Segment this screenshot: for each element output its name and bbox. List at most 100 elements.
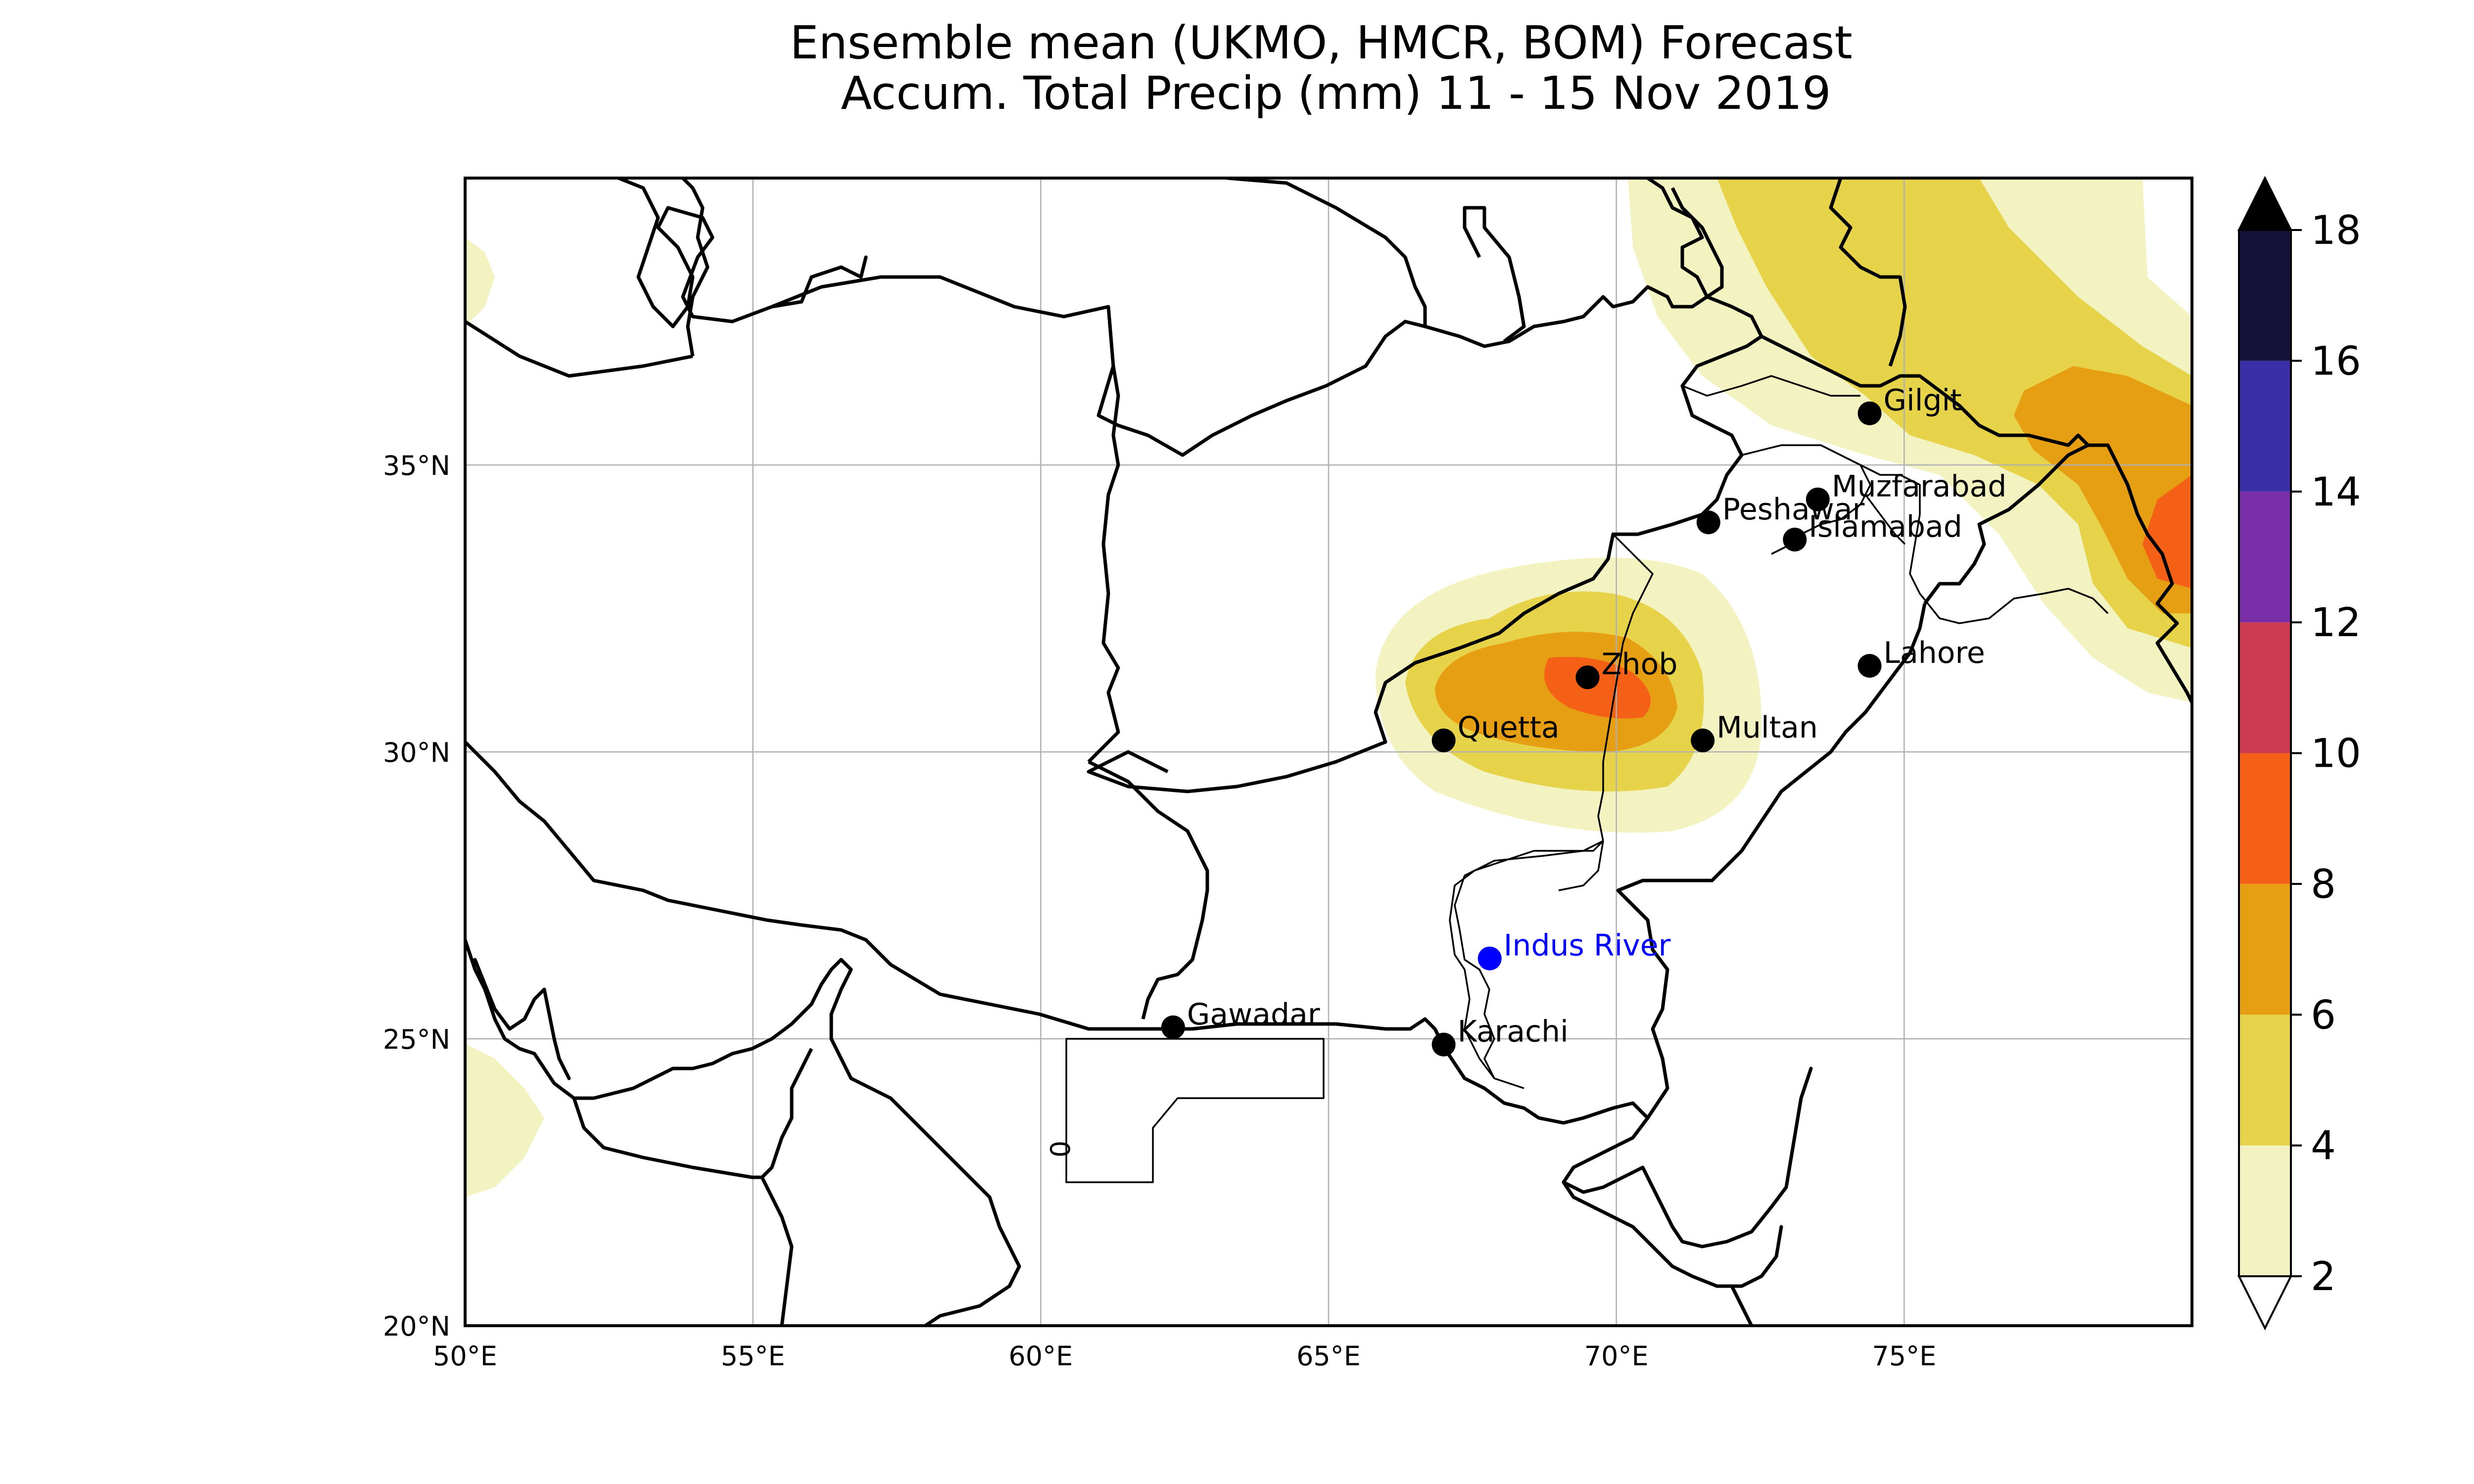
lon-tick-label: 65°E (1296, 1341, 1361, 1372)
precip-west-north (465, 237, 495, 326)
uae-coast (473, 958, 571, 1080)
city-dot (1857, 654, 1882, 678)
title-line-2: Accum. Total Precip (mm) 11 - 15 Nov 201… (841, 67, 1831, 120)
title-line-1: Ensemble mean (UKMO, HMCR, BOM) Forecast (790, 16, 1852, 69)
city-marker: Karachi (1431, 1015, 1569, 1057)
afg-pak-border (1087, 295, 1763, 793)
contour-annotation: 0 (1045, 1141, 1076, 1158)
city-dot (1431, 1032, 1456, 1057)
city-label: Indus River (1504, 928, 1671, 963)
gujarat-coast (1562, 1180, 1783, 1326)
city-label: Peshawar (1722, 492, 1865, 527)
colorbar-tick-label: 4 (2311, 1123, 2336, 1169)
gridlines (465, 178, 2192, 1326)
city-dot (1696, 510, 1720, 534)
wakhan-border (1670, 187, 1724, 298)
city-label: Gilgit (1884, 383, 1962, 418)
precip-ne-8to10 (2142, 475, 2192, 589)
city-dot (1857, 401, 1882, 425)
city-marker: Muzfarabad (1806, 469, 2007, 511)
colorbar-segment (2239, 491, 2291, 623)
colorbar-segment (2239, 753, 2291, 884)
iran-afg-border (1087, 366, 1120, 763)
iran-gulf-coast (465, 740, 1447, 1051)
city-label: Gawadar (1187, 997, 1320, 1032)
lon-tick-label: 55°E (721, 1341, 785, 1372)
china-north (1829, 178, 1907, 367)
map-frame (464, 177, 2193, 1327)
city-marker: Islamabad (1783, 510, 1962, 552)
tkm-border (681, 178, 710, 357)
map-area (465, 178, 2192, 1326)
city-marker: Indus River (1477, 928, 1671, 971)
lon-tick-label: 70°E (1584, 1341, 1649, 1372)
lon-tick-label: 50°E (433, 1341, 497, 1372)
precip-west-south (465, 1044, 544, 1197)
uzb-tjk-border (1425, 178, 1709, 348)
colorbar-tick-label: 18 (2311, 207, 2361, 253)
city-dot (1691, 728, 1715, 752)
city-marker: Lahore (1857, 636, 1985, 678)
lon-tick-label: 60°E (1008, 1341, 1073, 1372)
arabia-coast (465, 938, 1021, 1326)
city-dot (1806, 487, 1830, 511)
city-dot (1575, 665, 1600, 690)
colorbar-tick-label: 8 (2311, 861, 2336, 907)
city-marker: Gilgit (1857, 383, 1962, 425)
arabia-interior-border (572, 1048, 813, 1326)
caspian-coast (617, 178, 868, 328)
city-marker: Peshawar (1696, 492, 1865, 534)
iran-north-border (465, 320, 693, 378)
tjk-north (1463, 206, 1526, 343)
city-label: Zhob (1602, 647, 1678, 682)
city-dot (1161, 1015, 1185, 1039)
lat-tick-label: 20°N (383, 1311, 450, 1342)
city-label: Multan (1716, 710, 1818, 745)
colorbar-tick-label: 12 (2311, 600, 2361, 646)
colorbar-segment (2239, 1145, 2291, 1276)
city-label: Quetta (1458, 710, 1560, 745)
lon-tick-label: 75°E (1872, 1341, 1936, 1372)
city-dot (1477, 946, 1502, 971)
lat-tick-label: 25°N (383, 1024, 450, 1055)
pak-coast (1443, 1047, 1813, 1249)
city-marker: Zhob (1575, 647, 1678, 690)
lat-tick-label: 35°N (383, 450, 450, 481)
indus-outline (1449, 840, 1604, 1079)
lat-tick-labels: 20°N 25°N 30°N 35°N (383, 450, 450, 1342)
city-marker: Quetta (1431, 710, 1560, 752)
maritime-box (1065, 1038, 1325, 1183)
colorbar-segment (2239, 361, 2291, 492)
lat-tick-label: 30°N (383, 737, 450, 768)
colorbar-extend-max (2237, 176, 2293, 231)
iran-pak-border (1088, 760, 1209, 1020)
precip-ne-4to6 (1717, 178, 2192, 648)
colorbar: 2 4 6 8 10 12 14 16 18 (2237, 176, 2361, 1331)
city-label: Muzfarabad (1832, 469, 2007, 504)
china-border (1760, 334, 2090, 447)
colorbar-tick-label: 6 (2311, 992, 2336, 1038)
city-marker: Gawadar (1161, 997, 1320, 1039)
kashmir-border (1923, 443, 2192, 703)
colorbar-segment (2239, 1015, 2291, 1146)
geography (465, 178, 2192, 1326)
pakistan-province-lines (1454, 375, 2109, 1089)
tkm-afg-border (771, 178, 1427, 457)
city-dot (1431, 728, 1456, 752)
city-label: Karachi (1458, 1015, 1569, 1049)
colorbar-tick-label: 2 (2311, 1253, 2336, 1299)
colorbar-extend-min (2237, 1275, 2293, 1331)
colorbar-tick-label: 10 (2311, 731, 2361, 777)
precip-central-8to10 (1544, 657, 1651, 719)
colorbar-tick-label: 14 (2311, 469, 2361, 515)
colorbar-segment (2239, 622, 2291, 753)
colorbar-tick-label: 16 (2311, 338, 2361, 384)
colorbar-segment (2239, 883, 2291, 1015)
city-label: Islamabad (1808, 510, 1962, 544)
colorbar-segment (2239, 230, 2291, 361)
pak-india-border (1616, 603, 1927, 1119)
city-dot (1783, 527, 1807, 552)
city-label: Lahore (1884, 636, 1985, 670)
city-marker: Multan (1691, 710, 1818, 752)
